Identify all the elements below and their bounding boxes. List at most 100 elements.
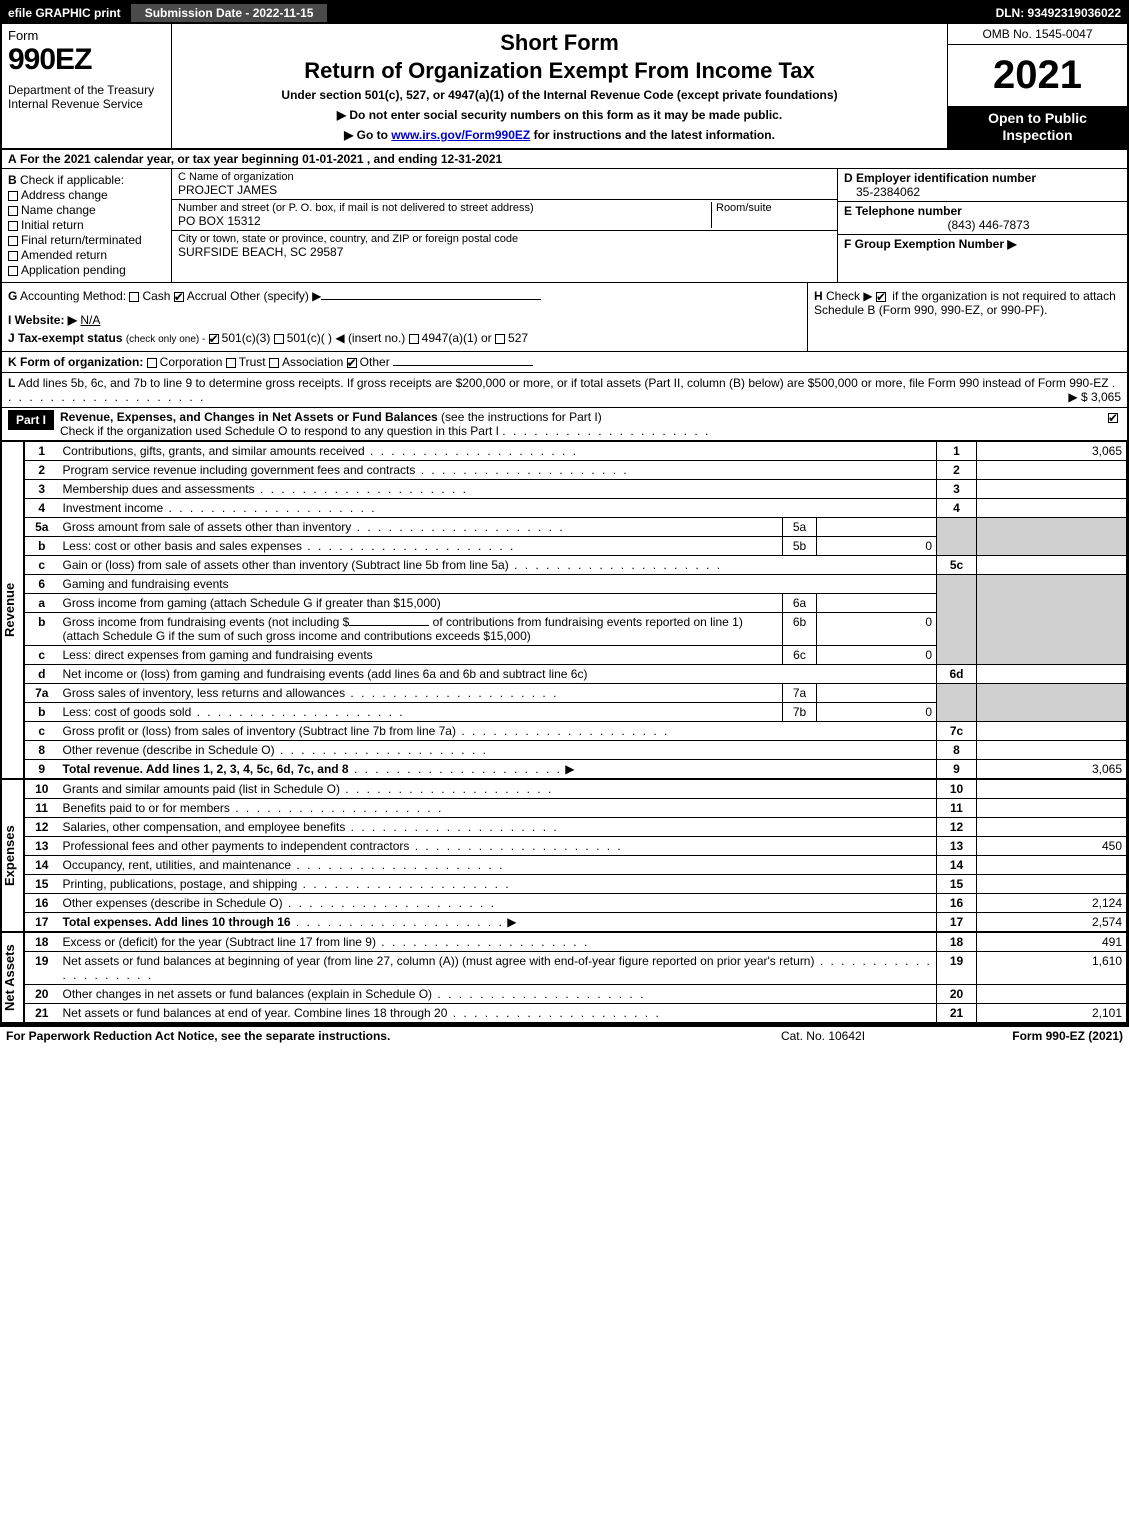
net-assets-table: 18Excess or (deficit) for the year (Subt… <box>24 932 1127 1023</box>
chk-h[interactable] <box>876 292 886 302</box>
line-7a: 7aGross sales of inventory, less returns… <box>25 684 1127 703</box>
org-name: PROJECT JAMES <box>178 183 831 197</box>
line-12: 12Salaries, other compensation, and empl… <box>25 818 1127 837</box>
chk-initial-return[interactable]: Initial return <box>8 218 165 232</box>
goto-post: for instructions and the latest informat… <box>530 128 775 142</box>
chk-amended-return[interactable]: Amended return <box>8 248 165 262</box>
part-1-hint: (see the instructions for Part I) <box>441 410 602 424</box>
row-a-text: For the 2021 calendar year, or tax year … <box>20 152 502 166</box>
col-b-head: Check if applicable: <box>20 173 124 187</box>
chk-association[interactable] <box>269 358 279 368</box>
cat-no: Cat. No. 10642I <box>723 1029 923 1043</box>
chk-trust[interactable] <box>226 358 236 368</box>
row-i-label: I Website: ▶ <box>8 313 77 327</box>
website-val: N/A <box>80 313 100 327</box>
city: SURFSIDE BEACH, SC 29587 <box>178 245 831 259</box>
other-org-blank <box>393 365 533 366</box>
sidebar-revenue: Revenue <box>2 441 24 779</box>
submission-date: Submission Date - 2022-11-15 <box>131 4 328 22</box>
top-bar: efile GRAPHIC print Submission Date - 20… <box>2 2 1127 24</box>
other-specify-blank <box>321 299 541 300</box>
chk-corporation[interactable] <box>147 358 157 368</box>
chk-name-change[interactable]: Name change <box>8 203 165 217</box>
line-8: 8Other revenue (describe in Schedule O)8 <box>25 741 1127 760</box>
form-number: 990EZ <box>8 43 165 77</box>
row-g-label: G <box>8 289 17 303</box>
chk-application-pending[interactable]: Application pending <box>8 263 165 277</box>
street: PO BOX 15312 <box>178 214 711 228</box>
under-section: Under section 501(c), 527, or 4947(a)(1)… <box>180 88 939 102</box>
group-exemption-row: F Group Exemption Number ▶ <box>838 235 1127 282</box>
chk-527[interactable] <box>495 334 505 344</box>
line-4: 4Investment income4 <box>25 499 1127 518</box>
col-c: C Name of organization PROJECT JAMES Num… <box>172 169 837 282</box>
part-1-check: Check if the organization used Schedule … <box>60 424 499 438</box>
header-mid: Short Form Return of Organization Exempt… <box>172 24 947 148</box>
dln: DLN: 93492319036022 <box>996 6 1127 20</box>
chk-schedule-o[interactable] <box>1108 413 1118 423</box>
part-1-header: Part I Revenue, Expenses, and Changes in… <box>2 408 1127 441</box>
expenses-block: Expenses 10Grants and similar amounts pa… <box>2 779 1127 932</box>
omb-number: OMB No. 1545-0047 <box>948 24 1127 45</box>
efile-label: efile GRAPHIC print <box>2 6 127 20</box>
bcd-block: B Check if applicable: Address change Na… <box>2 169 1127 283</box>
chk-final-return[interactable]: Final return/terminated <box>8 233 165 247</box>
open-to-public: Open to Public Inspection <box>948 106 1127 148</box>
col-b: B Check if applicable: Address change Na… <box>2 169 172 282</box>
chk-4947[interactable] <box>409 334 419 344</box>
row-h-pre: Check ▶ <box>826 289 876 303</box>
line-2: 2Program service revenue including gover… <box>25 461 1127 480</box>
line-18: 18Excess or (deficit) for the year (Subt… <box>25 933 1127 952</box>
tel-row: E Telephone number (843) 446-7873 <box>838 202 1127 235</box>
ein: 35-2384062 <box>856 185 1121 199</box>
revenue-block: Revenue 1Contributions, gifts, grants, a… <box>2 441 1127 779</box>
chk-cash[interactable] <box>129 292 139 302</box>
form-990ez-page: efile GRAPHIC print Submission Date - 20… <box>0 0 1129 1025</box>
header-left: Form 990EZ Department of the Treasury In… <box>2 24 172 148</box>
row-l-amount: ▶ $ 3,065 <box>1068 390 1121 404</box>
line-15: 15Printing, publications, postage, and s… <box>25 875 1127 894</box>
line-13: 13Professional fees and other payments t… <box>25 837 1127 856</box>
chk-accrual[interactable] <box>174 292 184 302</box>
row-j-hint: (check only one) - <box>126 334 205 345</box>
row-g-text: Accounting Method: <box>20 289 126 303</box>
street-row: Number and street (or P. O. box, if mail… <box>172 200 837 231</box>
part-1-title: Revenue, Expenses, and Changes in Net As… <box>60 410 438 424</box>
form-label: Form <box>8 28 165 43</box>
row-k: K Form of organization: Corporation Trus… <box>2 352 1127 373</box>
expenses-table: 10Grants and similar amounts paid (list … <box>24 779 1127 932</box>
line-3: 3Membership dues and assessments3 <box>25 480 1127 499</box>
goto-instructions: ▶ Go to www.irs.gov/Form990EZ for instru… <box>180 128 939 142</box>
chk-address-change[interactable]: Address change <box>8 188 165 202</box>
tel-label: E Telephone number <box>844 204 962 218</box>
city-label: City or town, state or province, country… <box>178 233 831 245</box>
do-not-enter: ▶ Do not enter social security numbers o… <box>180 108 939 122</box>
row-h: H Check ▶ if the organization is not req… <box>807 283 1127 351</box>
tel: (843) 446-7873 <box>856 218 1121 232</box>
line-1: 1Contributions, gifts, grants, and simil… <box>25 442 1127 461</box>
tax-year: 2021 <box>948 45 1127 106</box>
goto-pre: ▶ Go to <box>344 128 391 142</box>
line-11: 11Benefits paid to or for members11 <box>25 799 1127 818</box>
row-g-h: G Accounting Method: Cash Accrual Other … <box>2 283 1127 352</box>
chk-501c[interactable] <box>274 334 284 344</box>
line-5c: cGain or (loss) from sale of assets othe… <box>25 556 1127 575</box>
line-9: 9Total revenue. Add lines 1, 2, 3, 4, 5c… <box>25 760 1127 779</box>
line-20: 20Other changes in net assets or fund ba… <box>25 985 1127 1004</box>
room-suite: Room/suite <box>711 202 831 228</box>
chk-501c3[interactable] <box>209 334 219 344</box>
line-6: 6Gaming and fundraising events <box>25 575 1127 594</box>
chk-other-org[interactable] <box>347 358 357 368</box>
sidebar-expenses: Expenses <box>2 779 24 932</box>
revenue-table: 1Contributions, gifts, grants, and simil… <box>24 441 1127 779</box>
row-j-label: J Tax-exempt status <box>8 331 123 345</box>
street-label: Number and street (or P. O. box, if mail… <box>178 202 711 214</box>
row-g: G Accounting Method: Cash Accrual Other … <box>2 283 807 351</box>
row-a: A For the 2021 calendar year, or tax yea… <box>2 150 1127 169</box>
row-h-label: H <box>814 289 823 303</box>
org-name-row: C Name of organization PROJECT JAMES <box>172 169 837 200</box>
group-exemption-label: F Group Exemption Number ▶ <box>844 237 1017 251</box>
irs-link[interactable]: www.irs.gov/Form990EZ <box>391 128 530 142</box>
header-right: OMB No. 1545-0047 2021 Open to Public In… <box>947 24 1127 148</box>
line-10: 10Grants and similar amounts paid (list … <box>25 780 1127 799</box>
